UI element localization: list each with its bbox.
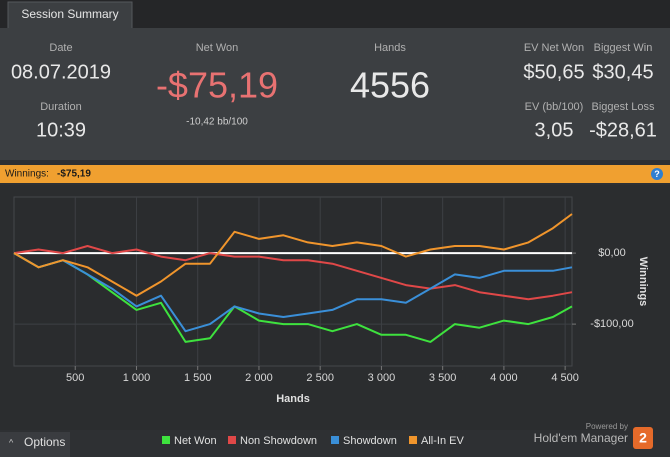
brand-badge [633, 427, 653, 449]
stat-value: -$75,19 [156, 65, 278, 106]
stat-label: EV (bb/100) [525, 101, 584, 113]
x-tick-label: 4 000 [490, 372, 518, 384]
bar-label: Winnings: [5, 169, 49, 180]
stat-value: $50,65 [523, 61, 584, 83]
stat-value: -$28,61 [589, 119, 657, 141]
x-tick-label: 3 000 [368, 372, 396, 384]
stat-value: 3,05 [535, 119, 574, 141]
x-tick-label: 2 500 [306, 372, 334, 384]
legend-label: All-In EV [421, 435, 464, 447]
stat-value: 08.07.2019 [11, 61, 111, 83]
powered-by: Powered by [586, 422, 628, 431]
series-line [13, 245, 573, 301]
x-tick-label: 3 500 [429, 372, 457, 384]
brand: Hold'em Manager [534, 431, 628, 445]
stat-value: $30,45 [592, 61, 653, 83]
brand-badge-text: 2 [639, 430, 647, 446]
y-tick-label: $0,00 [598, 247, 626, 259]
x-tick-label: 1 000 [123, 372, 151, 384]
x-tick-label: 4 500 [551, 372, 579, 384]
series-line [13, 213, 573, 297]
legend-swatch [409, 436, 417, 444]
y-tick-label: -$100,00 [590, 318, 633, 330]
stat-value: 10:39 [36, 119, 86, 141]
bar-value: -$75,19 [57, 169, 91, 180]
legend-swatch [162, 436, 170, 444]
legend-swatch [331, 436, 339, 444]
stat-sub: -10,42 bb/100 [186, 117, 248, 128]
x-axis-label: Hands [276, 393, 310, 405]
x-tick-label: 500 [66, 372, 84, 384]
series-line [13, 252, 573, 333]
stat-label: Duration [40, 101, 82, 113]
legend-label: Non Showdown [240, 435, 317, 447]
x-tick-label: 2 000 [245, 372, 273, 384]
stat-label: Biggest Win [594, 42, 653, 54]
help-glyph[interactable]: ? [654, 169, 660, 179]
plot-area [13, 196, 573, 367]
legend-label: Showdown [343, 435, 397, 447]
legend-label: Net Won [174, 435, 217, 447]
stat-label: Hands [374, 42, 406, 54]
legend-swatch [228, 436, 236, 444]
options-label[interactable]: Options [24, 435, 65, 449]
stat-label: Net Won [196, 42, 239, 54]
stat-label: Biggest Loss [592, 101, 655, 113]
y-axis-label: Winnings [637, 257, 649, 306]
help-icon[interactable] [651, 168, 663, 180]
options-button[interactable] [0, 432, 70, 457]
stat-value: 4556 [350, 65, 430, 106]
stat-label: EV Net Won [524, 42, 584, 54]
winnings-bar [0, 165, 670, 183]
tab-label[interactable]: Session Summary [21, 7, 118, 21]
stats-panel [0, 28, 670, 160]
stat-label: Date [49, 42, 72, 54]
x-tick-label: 1 500 [184, 372, 212, 384]
series-line [13, 252, 573, 343]
options-caret[interactable]: ^ [9, 437, 14, 447]
